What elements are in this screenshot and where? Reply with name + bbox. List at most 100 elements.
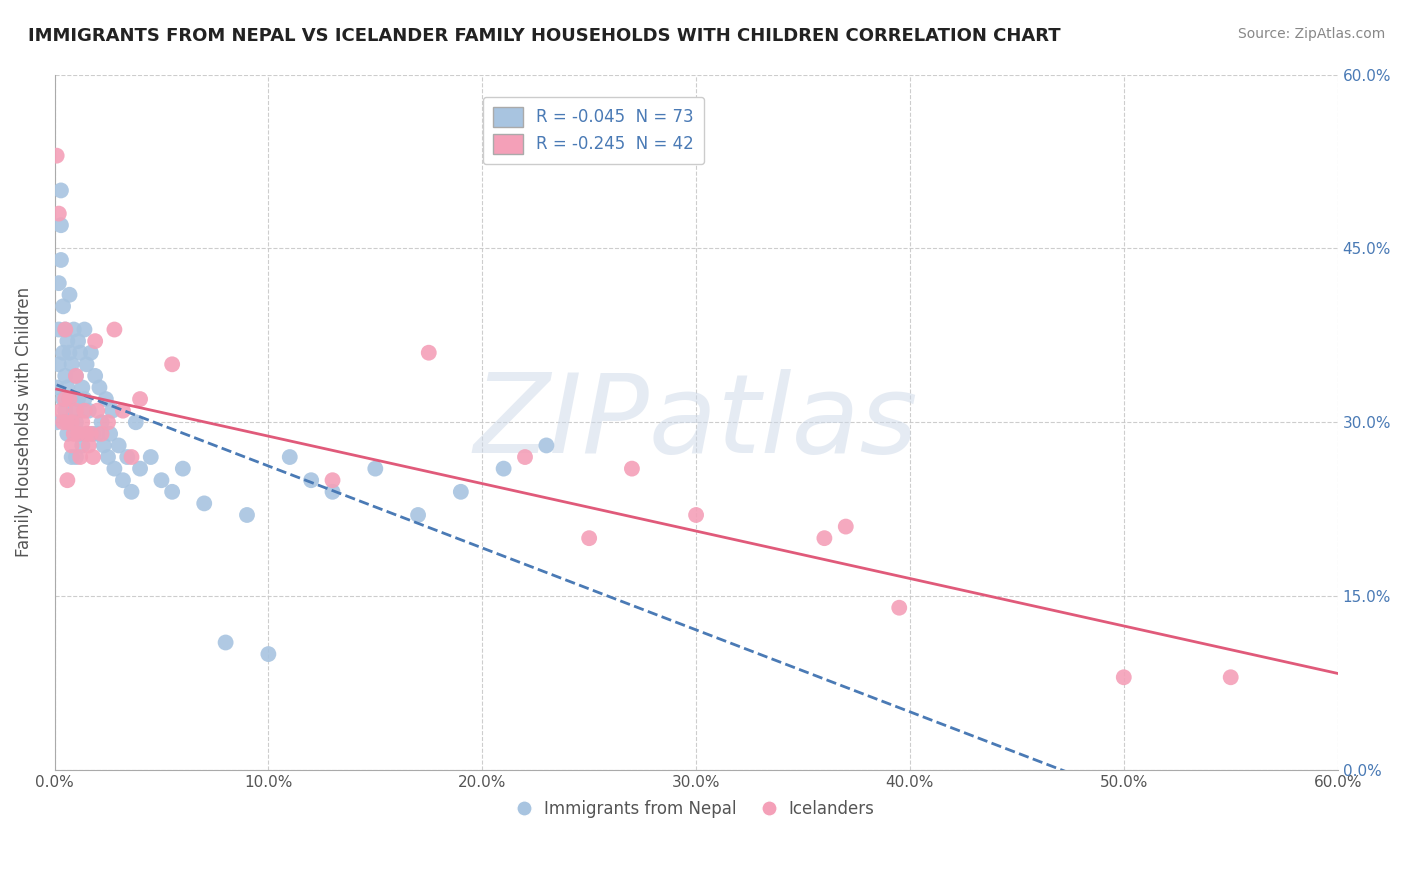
Point <box>60 415 83 429</box>
Point <box>77 403 100 417</box>
Point <box>53 322 76 336</box>
Point <box>172 461 194 475</box>
Point <box>813 531 835 545</box>
Point <box>82 450 104 464</box>
Point <box>45 380 67 394</box>
Point <box>257 647 280 661</box>
Point <box>73 403 96 417</box>
Point <box>685 508 707 522</box>
Point <box>80 426 103 441</box>
Point <box>67 334 90 348</box>
Point <box>150 473 173 487</box>
Point <box>56 380 79 394</box>
Y-axis label: Family Households with Children: Family Households with Children <box>15 287 32 558</box>
Point <box>97 415 120 429</box>
Text: ZIPatlas: ZIPatlas <box>474 368 918 475</box>
Point <box>76 426 98 441</box>
Point <box>115 450 138 464</box>
Point <box>93 438 115 452</box>
Point <box>111 473 134 487</box>
Point <box>49 252 72 267</box>
Point <box>65 415 87 429</box>
Legend: Immigrants from Nepal, Icelanders: Immigrants from Nepal, Icelanders <box>510 793 882 824</box>
Point <box>49 403 72 417</box>
Point <box>299 473 322 487</box>
Point <box>58 345 80 359</box>
Point <box>1112 670 1135 684</box>
Point <box>73 322 96 336</box>
Point <box>160 484 183 499</box>
Point <box>72 380 94 394</box>
Point <box>69 345 91 359</box>
Point <box>56 426 79 441</box>
Point <box>492 461 515 475</box>
Point <box>450 484 472 499</box>
Point <box>48 206 70 220</box>
Point <box>889 600 911 615</box>
Point <box>84 334 107 348</box>
Point <box>536 438 558 452</box>
Point <box>364 461 387 475</box>
Point <box>72 415 94 429</box>
Point <box>406 508 429 522</box>
Point <box>48 322 70 336</box>
Point <box>513 450 536 464</box>
Point <box>111 403 134 417</box>
Point <box>236 508 259 522</box>
Point <box>620 461 643 475</box>
Point <box>45 149 67 163</box>
Point <box>139 450 162 464</box>
Point <box>121 450 143 464</box>
Point <box>86 426 108 441</box>
Point <box>56 334 79 348</box>
Point <box>45 415 67 429</box>
Point <box>90 426 112 441</box>
Point <box>62 322 84 336</box>
Point <box>98 426 121 441</box>
Point <box>129 461 152 475</box>
Point <box>48 357 70 371</box>
Point <box>84 368 107 383</box>
Point <box>103 461 125 475</box>
Point <box>60 450 83 464</box>
Point <box>76 426 98 441</box>
Point <box>1219 670 1241 684</box>
Point <box>52 299 75 313</box>
Point <box>72 438 94 452</box>
Point <box>160 357 183 371</box>
Point <box>60 357 83 371</box>
Point <box>121 484 143 499</box>
Point <box>214 635 236 649</box>
Point <box>73 392 96 406</box>
Point <box>49 218 72 232</box>
Point <box>58 287 80 301</box>
Point <box>52 345 75 359</box>
Point <box>53 368 76 383</box>
Point <box>125 415 148 429</box>
Point <box>67 426 90 441</box>
Point <box>77 438 100 452</box>
Point <box>69 450 91 464</box>
Point <box>322 484 344 499</box>
Point <box>52 415 75 429</box>
Text: Source: ZipAtlas.com: Source: ZipAtlas.com <box>1237 27 1385 41</box>
Point <box>322 473 344 487</box>
Point <box>49 183 72 197</box>
Point <box>418 345 440 359</box>
Point <box>67 392 90 406</box>
Point <box>53 322 76 336</box>
Point <box>76 357 98 371</box>
Point <box>578 531 600 545</box>
Point <box>86 403 108 417</box>
Point <box>69 426 91 441</box>
Point <box>94 392 117 406</box>
Point <box>80 345 103 359</box>
Point <box>65 368 87 383</box>
Point <box>107 438 129 452</box>
Point <box>56 415 79 429</box>
Point <box>89 380 111 394</box>
Point <box>60 415 83 429</box>
Point <box>835 519 858 533</box>
Point <box>90 415 112 429</box>
Point <box>48 276 70 290</box>
